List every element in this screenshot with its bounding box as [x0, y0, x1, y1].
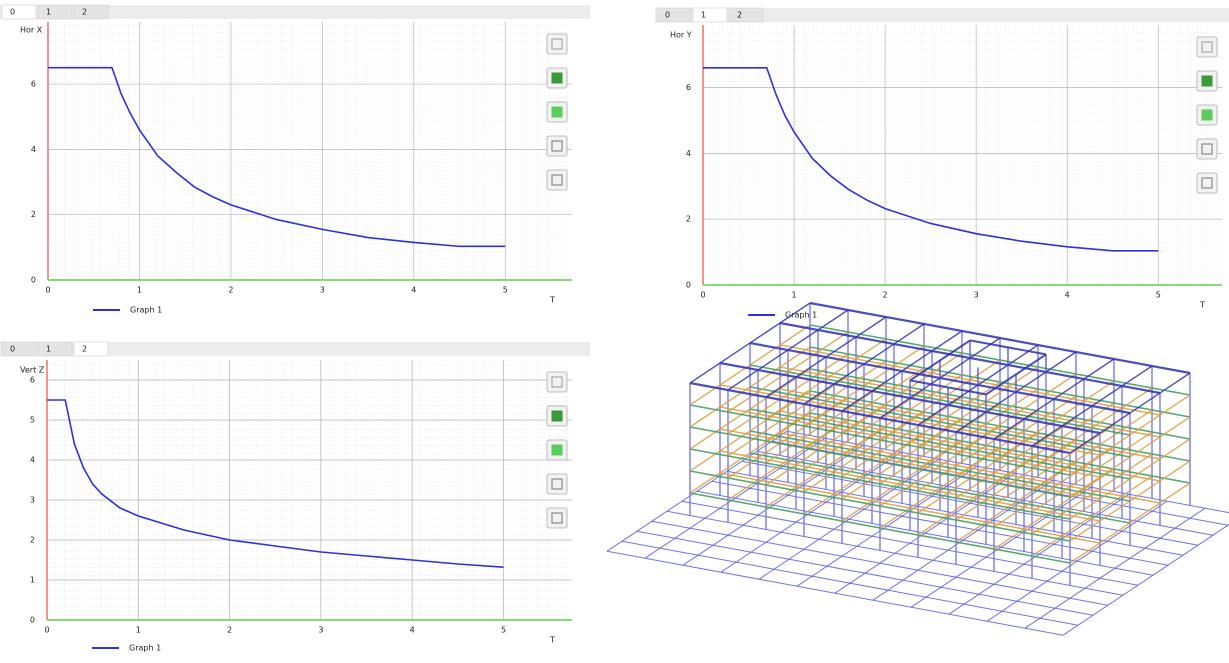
y-tick-label: 2 [31, 210, 36, 219]
y-tick-label: 0 [31, 276, 36, 285]
tab[interactable] [2, 5, 36, 19]
tab[interactable] [38, 5, 72, 19]
chart-panel: 0 1 2 0 2 4 6 0 1 2 3 4 5 Hor X T [0, 5, 590, 305]
y-tick-label: 2 [686, 215, 691, 224]
legend-label: Graph 1 [785, 311, 817, 320]
toolbar-icon [552, 445, 562, 455]
x-tick-label: 2 [883, 291, 888, 300]
toolbar-button[interactable] [547, 34, 567, 54]
toolbar-icon [552, 73, 562, 83]
y-axis-label: Vert Z [20, 366, 45, 375]
y-tick-label: 6 [30, 376, 35, 385]
y-tick-label: 3 [30, 496, 35, 505]
x-tick-label: 4 [411, 286, 416, 295]
screen: 0 1 2 0 2 4 6 0 1 2 3 4 5 Hor X T Graph 1 0 1 2 0 2 4 6 0 1 2 3 4 5 H… [0, 0, 1229, 659]
tab-label: 2 [737, 11, 742, 20]
y-tick-label: 5 [30, 416, 35, 425]
x-tick-label: 5 [501, 626, 506, 635]
toolbar-button[interactable] [547, 372, 567, 392]
chart-panel: 0 1 2 0 2 4 6 0 1 2 3 4 5 Hor Y T [655, 8, 1229, 310]
foundation-beam [622, 541, 1078, 625]
x-axis-label: T [549, 636, 555, 645]
x-axis-label: T [1199, 301, 1205, 310]
tab[interactable] [729, 8, 763, 22]
tab-label: 0 [10, 8, 15, 17]
y-tick-label: 2 [30, 536, 35, 545]
toolbar-icon [1202, 110, 1212, 120]
x-axis-label: T [549, 296, 555, 305]
toolbar-icon [552, 107, 562, 117]
toolbar-icon [552, 411, 562, 421]
tab[interactable] [74, 342, 108, 356]
page: {"chart_data": [ {"type": "line", "tabs"… [0, 0, 1229, 659]
x-tick-label: 0 [700, 291, 705, 300]
y-tick-label: 1 [30, 576, 35, 585]
x-tick-label: 2 [228, 286, 233, 295]
y-tick-label: 4 [31, 145, 36, 154]
toolbar-button[interactable] [1197, 173, 1217, 193]
tab-label: 2 [82, 8, 87, 17]
x-tick-label: 4 [1065, 291, 1070, 300]
minor-grid [47, 360, 572, 620]
y-tick-label: 6 [686, 83, 691, 92]
tab[interactable] [74, 5, 108, 19]
structure-model [607, 303, 1229, 635]
x-tick-label: 4 [410, 626, 415, 635]
toolbar-button[interactable] [547, 170, 567, 190]
x-tick-label: 5 [1156, 291, 1161, 300]
tab-label: 2 [82, 345, 87, 354]
tab[interactable] [38, 342, 72, 356]
y-axis-label: Hor Y [670, 31, 692, 40]
x-tick-label: 1 [136, 626, 141, 635]
y-tick-label: 0 [30, 616, 35, 625]
legend-label: Graph 1 [129, 644, 161, 653]
tab[interactable] [2, 342, 36, 356]
x-tick-label: 0 [44, 626, 49, 635]
minor-grid [48, 22, 572, 280]
x-tick-label: 1 [137, 286, 142, 295]
x-tick-label: 3 [318, 626, 323, 635]
x-tick-label: 0 [45, 286, 50, 295]
toolbar-button[interactable] [1197, 37, 1217, 57]
x-tick-label: 5 [503, 286, 508, 295]
y-tick-label: 0 [686, 281, 691, 290]
x-tick-label: 2 [227, 626, 232, 635]
tab-label: 1 [46, 345, 51, 354]
tab-label: 1 [46, 8, 51, 17]
x-tick-label: 3 [974, 291, 979, 300]
tab-label: 0 [10, 345, 15, 354]
y-tick-label: 4 [686, 149, 691, 158]
x-tick-label: 1 [792, 291, 797, 300]
toolbar-button[interactable] [547, 474, 567, 494]
legend-label: Graph 1 [130, 306, 162, 315]
tab-label: 1 [701, 11, 706, 20]
toolbar-button[interactable] [547, 508, 567, 528]
minor-grid [703, 25, 1222, 285]
tab-label: 0 [665, 11, 670, 20]
y-tick-label: 6 [31, 80, 36, 89]
toolbar-button[interactable] [547, 136, 567, 156]
tab[interactable] [657, 8, 691, 22]
y-axis-label: Hor X [20, 26, 43, 35]
toolbar-button[interactable] [1197, 139, 1217, 159]
chart-panel: 0 1 2 0 1 2 3 4 5 6 0 1 2 3 4 5 Vert Z T [0, 342, 590, 645]
x-tick-label: 3 [320, 286, 325, 295]
y-tick-label: 4 [30, 456, 35, 465]
tab[interactable] [693, 8, 727, 22]
toolbar-icon [1202, 76, 1212, 86]
